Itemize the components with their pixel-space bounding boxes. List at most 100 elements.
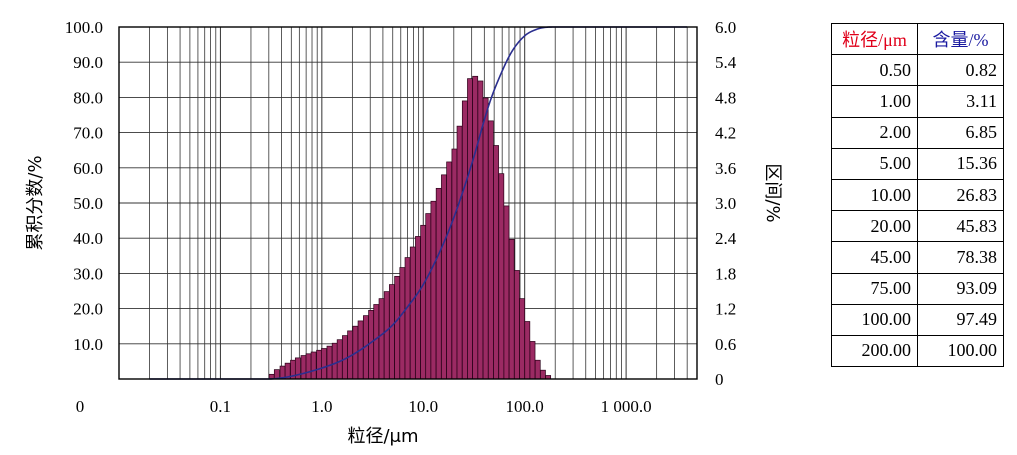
interval-bar — [326, 345, 333, 380]
cumulative-curve-layer — [149, 26, 688, 380]
x-tick-label: 0.1 — [210, 397, 231, 416]
x-tick-label: 1 000.0 — [601, 397, 652, 416]
interval-bar — [482, 97, 489, 380]
interval-bar — [425, 213, 432, 380]
cell-content: 15.36 — [917, 147, 1004, 180]
cell-content: 97.49 — [917, 303, 1004, 336]
header-content: 含量/% — [917, 22, 1004, 56]
cell-content: 26.83 — [917, 178, 1004, 212]
interval-bar — [529, 341, 536, 380]
interval-bar — [336, 339, 343, 380]
cell-content: 6.85 — [917, 116, 1004, 149]
interval-bar — [540, 369, 546, 380]
size-distribution-table: 粒径/μm 含量/% 0.50 0.82 1.00 3.11 2.00 6.85 5.00 1… — [831, 22, 1004, 368]
table-row: 10.00 26.83 — [831, 178, 1004, 212]
x-tick-label: 10.0 — [408, 397, 438, 416]
right-y-tick-label: 5.4 — [715, 53, 737, 72]
interval-bar — [300, 355, 307, 380]
cell-particle-size: 75.00 — [831, 272, 918, 305]
header-particle-size: 粒径/μm — [831, 22, 918, 56]
interval-bar — [415, 236, 421, 380]
interval-bar — [446, 161, 453, 380]
left-y-tick-label: 20.0 — [73, 300, 103, 319]
cell-particle-size: 2.00 — [831, 116, 918, 149]
left-y-axis-ticks: 10.0 20.0 30.0 40.0 50.0 60.0 70.0 80.0 90.0 100.… — [65, 18, 103, 354]
interval-bar — [420, 224, 427, 380]
interval-bar — [404, 257, 411, 380]
cell-particle-size: 200.00 — [831, 334, 918, 368]
right-y-tick-label: 3.6 — [715, 159, 736, 178]
interval-bar — [383, 291, 390, 380]
interval-bar — [498, 173, 505, 380]
interval-bar — [305, 353, 312, 380]
interval-bar — [508, 239, 515, 380]
interval-bars — [268, 75, 552, 380]
table-row: 45.00 78.38 — [831, 241, 1004, 274]
interval-bar — [321, 348, 327, 380]
interval-bar — [430, 200, 437, 380]
interval-bar — [373, 304, 380, 380]
right-y-tick-label: 3.0 — [715, 194, 736, 213]
interval-bar — [524, 321, 531, 380]
table-row: 0.50 0.82 — [831, 54, 1004, 87]
left-y-tick-label: 70.0 — [73, 124, 103, 143]
left-y-tick-label: 80.0 — [73, 88, 103, 107]
interval-bar — [487, 120, 494, 380]
right-y-tick-label: 4.8 — [715, 88, 736, 107]
right-y-tick-label: 2.4 — [715, 229, 737, 248]
x-tick-label: 100.0 — [506, 397, 544, 416]
right-y-tick-label: 6.0 — [715, 18, 736, 37]
interval-bar — [389, 284, 395, 380]
cell-particle-size: 20.00 — [831, 210, 918, 243]
cell-particle-size: 5.00 — [831, 147, 918, 180]
interval-bar — [435, 187, 442, 380]
interval-bar — [316, 349, 323, 380]
right-y-tick-label: 1.8 — [715, 264, 736, 283]
left-y-axis-title: 累积分数/% — [25, 155, 46, 250]
table-row: 75.00 93.09 — [831, 272, 1004, 305]
cell-content: 93.09 — [917, 272, 1004, 305]
left-y-tick-label: 10.0 — [73, 335, 103, 354]
x-tick-label: 1.0 — [311, 397, 332, 416]
cell-particle-size: 45.00 — [831, 241, 918, 274]
cell-content: 100.00 — [917, 334, 1004, 368]
interval-bar — [519, 298, 525, 380]
cell-particle-size: 0.50 — [831, 54, 918, 87]
table-body: 0.50 0.82 1.00 3.11 2.00 6.85 5.00 15.36 10.00 26… — [831, 54, 1004, 368]
table-header-row: 粒径/μm 含量/% — [831, 22, 1004, 56]
left-y-tick-label: 40.0 — [73, 229, 103, 248]
interval-bar — [394, 275, 401, 380]
plot-frame — [118, 26, 698, 380]
interval-bar — [534, 359, 541, 380]
table-row: 2.00 6.85 — [831, 116, 1004, 149]
interval-bar — [514, 270, 520, 380]
interval-bar — [441, 174, 447, 380]
interval-bar — [503, 205, 510, 380]
interval-bar — [493, 145, 499, 380]
interval-bar — [467, 78, 473, 380]
left-y-tick-label: 90.0 — [73, 53, 103, 72]
interval-bar — [451, 148, 458, 380]
interval-bar — [409, 246, 416, 380]
table-row: 100.00 97.49 — [831, 303, 1004, 336]
right-y-axis-title: 区间/% — [762, 163, 783, 222]
x-axis-title: 粒径/μm — [347, 426, 418, 447]
cell-content: 78.38 — [917, 241, 1004, 274]
x-tick-label: 0 — [76, 397, 85, 416]
interval-bar — [310, 351, 317, 380]
table-row: 1.00 3.11 — [831, 85, 1004, 118]
cell-content: 45.83 — [917, 210, 1004, 243]
table-row: 5.00 15.36 — [831, 147, 1004, 180]
interval-bar — [378, 298, 385, 380]
cell-content: 0.82 — [917, 54, 1004, 87]
left-y-tick-label: 60.0 — [73, 159, 103, 178]
interval-bar — [461, 100, 468, 380]
interval-bar — [472, 75, 479, 380]
left-y-tick-label: 50.0 — [73, 194, 103, 213]
table-row: 20.00 45.83 — [831, 210, 1004, 243]
cell-particle-size: 1.00 — [831, 85, 918, 118]
right-y-tick-label: 1.2 — [715, 300, 736, 319]
x-axis-ticks: 0 0.1 1.0 10.0 100.0 1 000.0 — [76, 397, 652, 416]
right-y-tick-label: 0 — [715, 370, 724, 389]
